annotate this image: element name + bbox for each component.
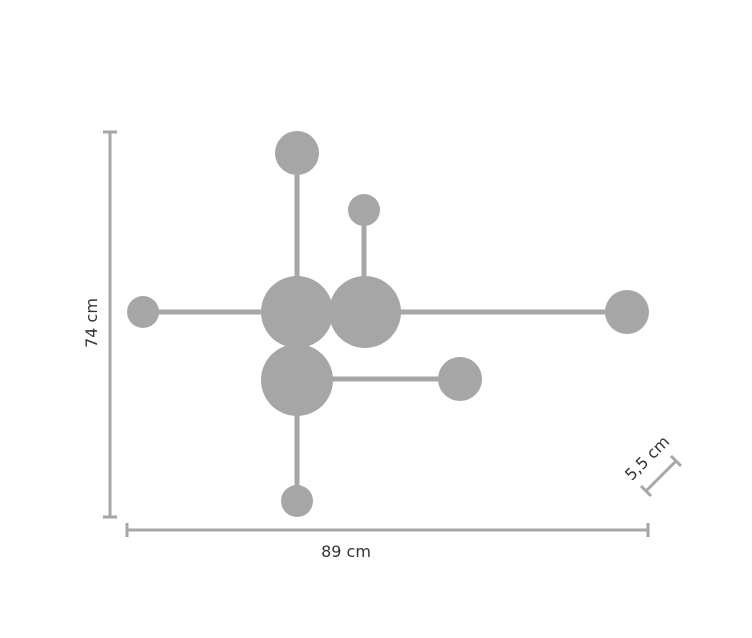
globe-left	[127, 296, 159, 328]
globe-right	[605, 290, 649, 334]
globe-small-top	[348, 194, 380, 226]
globe-center-right	[329, 276, 401, 348]
height-label: 74 cm	[82, 298, 101, 348]
globe-center-left	[261, 276, 333, 348]
depth-dimension	[639, 454, 683, 498]
globe-top	[275, 131, 319, 175]
depth-label: 5,5 cm	[621, 432, 673, 484]
globe-lower-right	[438, 357, 482, 401]
width-dimension	[125, 523, 650, 537]
globe-bottom	[281, 485, 313, 517]
lamp-shape	[127, 131, 649, 517]
height-dimension	[103, 130, 117, 519]
globe-center-lower	[261, 344, 333, 416]
width-label: 89 cm	[321, 542, 371, 561]
